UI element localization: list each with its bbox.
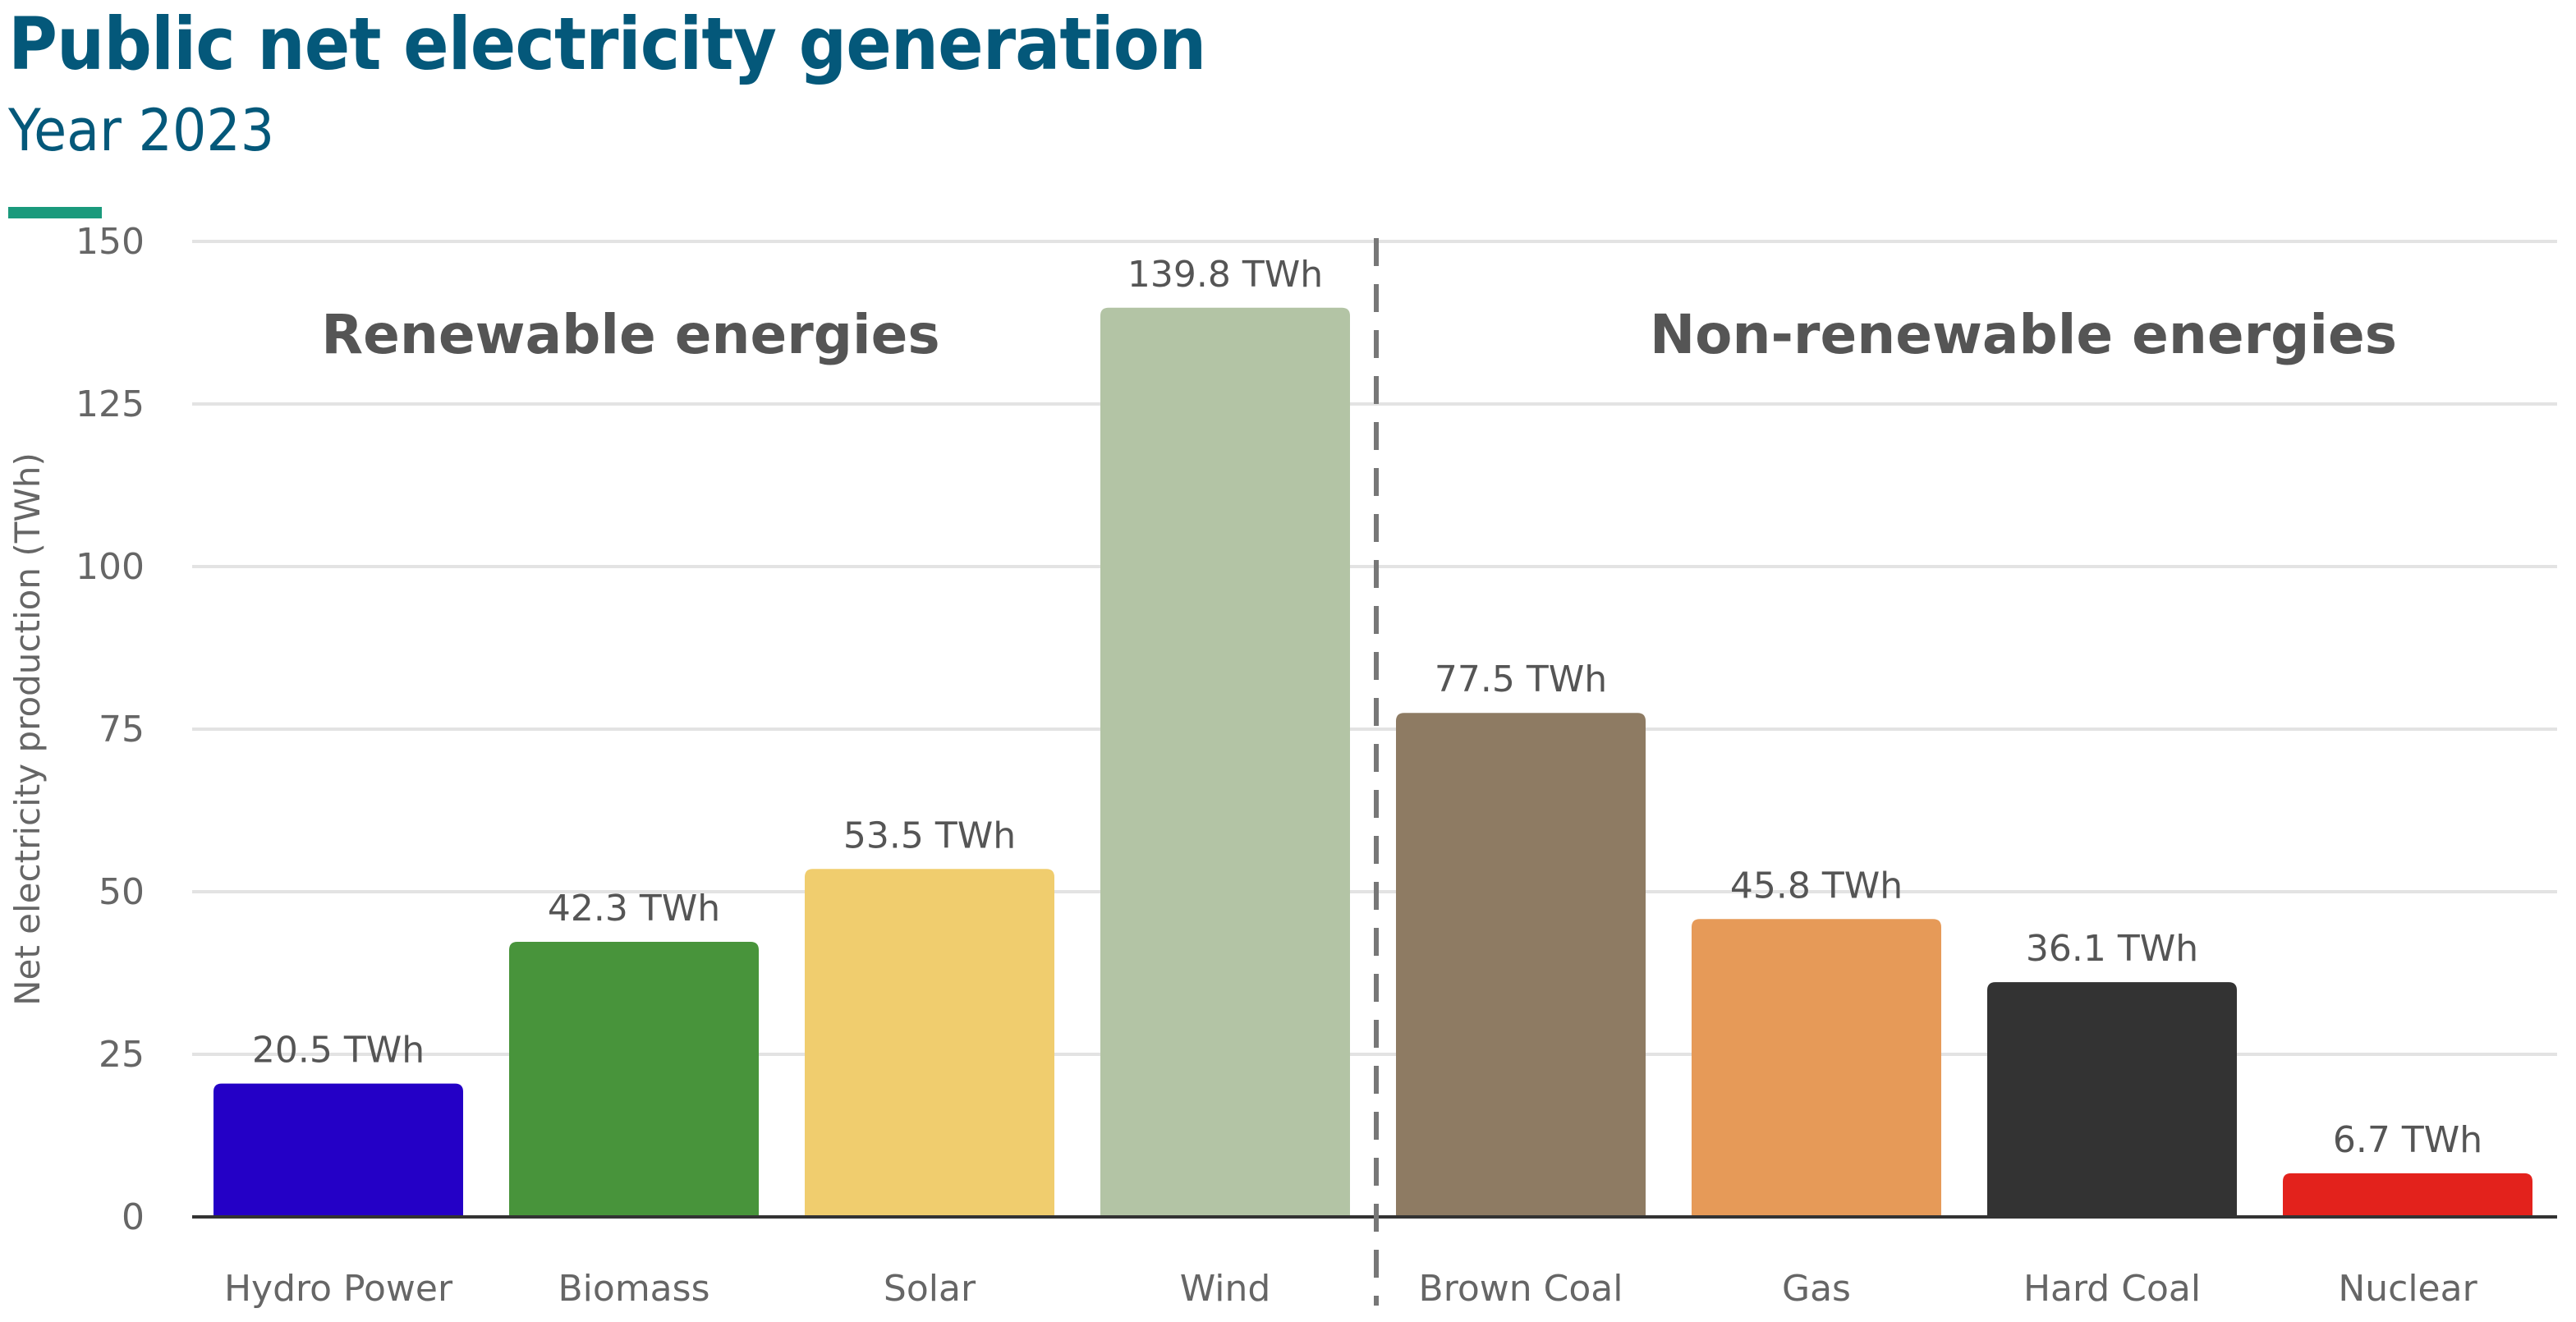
data-label: 36.1 TWh: [2026, 928, 2198, 970]
y-tick-label: 25: [99, 1034, 145, 1076]
x-tick-label: Biomass: [558, 1268, 709, 1310]
y-tick-label: 75: [99, 709, 145, 751]
y-tick-label: 0: [122, 1196, 145, 1238]
data-label: 77.5 TWh: [1435, 659, 1607, 700]
y-tick-label: 125: [76, 383, 145, 425]
data-label: 42.3 TWh: [548, 888, 720, 930]
x-tick-label: Wind: [1180, 1268, 1271, 1310]
x-tick-label: Brown Coal: [1419, 1268, 1623, 1310]
bar-nuclear: [2283, 1173, 2532, 1217]
bar-hard-coal: [1987, 982, 2237, 1217]
bar-solar: [805, 869, 1054, 1217]
x-tick-label: Hard Coal: [2023, 1268, 2201, 1310]
data-label: 139.8 TWh: [1127, 254, 1323, 296]
bar-wind: [1100, 307, 1350, 1218]
y-tick-label: 100: [76, 546, 145, 588]
x-tick-label: Nuclear: [2338, 1268, 2477, 1310]
y-tick-label: 50: [99, 871, 145, 913]
data-label: 53.5 TWh: [843, 815, 1016, 856]
chart-title: Public net electricity generation: [8, 2, 1206, 86]
data-label: 20.5 TWh: [252, 1030, 425, 1072]
bars: 20.5 TWh Hydro Power 42.3 TWh Biomass 53.5 T…: [214, 254, 2532, 1310]
section-label-renewable: Renewable energies: [321, 303, 939, 366]
y-tick-labels: 0 25 50 75 100 125 150: [76, 221, 145, 1238]
x-tick-label: Gas: [1782, 1268, 1851, 1310]
x-tick-label: Hydro Power: [224, 1268, 453, 1310]
bar-brown-coal: [1396, 713, 1646, 1217]
y-axis-label: Net electricity production (TWh): [7, 452, 48, 1006]
data-label: 6.7 TWh: [2333, 1119, 2482, 1161]
y-tick-label: 150: [76, 221, 145, 263]
x-tick-label: Solar: [884, 1268, 976, 1310]
accent-bar: [8, 207, 102, 218]
bar-biomass: [509, 941, 759, 1217]
chart-subtitle: Year 2023: [8, 97, 275, 164]
data-label: 45.8 TWh: [1730, 865, 1903, 907]
section-label-non-renewable: Non-renewable energies: [1650, 303, 2397, 366]
bar-gas: [1692, 919, 1941, 1217]
bar-hydro-power: [214, 1083, 463, 1217]
